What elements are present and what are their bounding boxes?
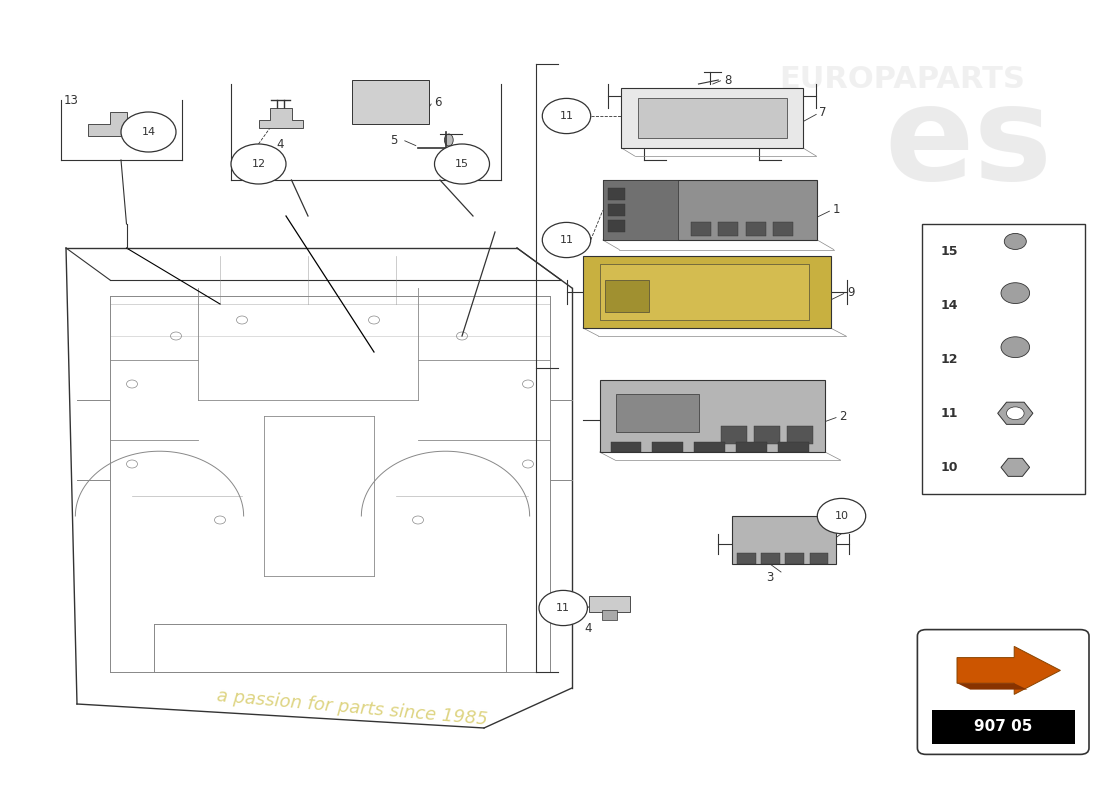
Bar	[718, 222, 738, 236]
Bar	[736, 442, 767, 452]
Bar	[922, 224, 1085, 494]
Circle shape	[539, 590, 587, 626]
Text: a passion for parts since 1985: a passion for parts since 1985	[216, 687, 488, 729]
Text: 1: 1	[833, 203, 840, 216]
Circle shape	[231, 144, 286, 184]
Bar	[638, 98, 786, 138]
Text: 13: 13	[64, 94, 79, 106]
Polygon shape	[957, 683, 1027, 690]
Bar	[600, 380, 825, 452]
Text: 14: 14	[940, 298, 958, 312]
Text: 11: 11	[940, 406, 958, 420]
Bar	[761, 553, 780, 564]
Polygon shape	[88, 112, 126, 136]
Bar	[608, 204, 625, 216]
Text: es: es	[884, 81, 1052, 207]
Bar	[588, 596, 630, 612]
Bar	[785, 553, 804, 564]
Text: 5: 5	[390, 134, 398, 146]
Circle shape	[1001, 282, 1030, 303]
Text: 11: 11	[560, 235, 573, 245]
Bar	[621, 88, 803, 148]
Circle shape	[1001, 337, 1030, 358]
Polygon shape	[1001, 458, 1030, 476]
Bar	[610, 442, 641, 452]
Text: 2: 2	[839, 410, 847, 422]
Bar	[694, 442, 725, 452]
Bar	[652, 442, 683, 452]
Bar	[363, 88, 379, 100]
Text: 12: 12	[252, 159, 265, 169]
Polygon shape	[998, 402, 1033, 424]
Circle shape	[121, 112, 176, 152]
Text: 10: 10	[940, 461, 958, 474]
Polygon shape	[258, 108, 303, 128]
Text: 15: 15	[455, 159, 469, 169]
Bar	[732, 516, 836, 564]
Polygon shape	[957, 646, 1060, 694]
Circle shape	[542, 222, 591, 258]
Circle shape	[434, 144, 490, 184]
Bar	[932, 710, 1075, 744]
Text: 7: 7	[820, 106, 827, 118]
Bar	[603, 180, 678, 240]
Circle shape	[1006, 407, 1024, 420]
FancyBboxPatch shape	[917, 630, 1089, 754]
Bar	[810, 553, 828, 564]
Text: 10: 10	[835, 511, 848, 521]
Circle shape	[817, 498, 866, 534]
Bar	[600, 264, 808, 320]
Ellipse shape	[444, 134, 453, 146]
Text: 907 05: 907 05	[974, 719, 1033, 734]
Bar	[602, 610, 617, 620]
Circle shape	[1004, 234, 1026, 250]
Bar	[608, 188, 625, 200]
Circle shape	[542, 98, 591, 134]
Bar	[786, 426, 813, 444]
Text: 3: 3	[767, 571, 773, 584]
Bar	[603, 180, 817, 240]
Text: 6: 6	[434, 96, 442, 109]
Text: 11: 11	[557, 603, 570, 613]
Bar	[691, 222, 711, 236]
Bar	[773, 222, 793, 236]
Bar	[778, 442, 808, 452]
Bar	[390, 88, 407, 100]
Bar	[605, 280, 649, 312]
Text: 4: 4	[277, 138, 284, 150]
Text: 14: 14	[142, 127, 155, 137]
Text: 9: 9	[847, 286, 855, 298]
Bar	[737, 553, 756, 564]
Text: 4: 4	[585, 622, 592, 634]
Bar	[746, 222, 766, 236]
Text: 11: 11	[560, 111, 573, 121]
Text: 12: 12	[940, 353, 958, 366]
Text: EUROPAPARTS: EUROPAPARTS	[779, 66, 1025, 94]
Bar	[754, 426, 780, 444]
Bar	[720, 426, 747, 444]
Bar	[583, 256, 830, 328]
Bar	[608, 220, 625, 232]
Text: 15: 15	[940, 245, 958, 258]
Text: 8: 8	[724, 74, 732, 86]
Bar	[352, 80, 429, 124]
Bar	[616, 394, 699, 432]
